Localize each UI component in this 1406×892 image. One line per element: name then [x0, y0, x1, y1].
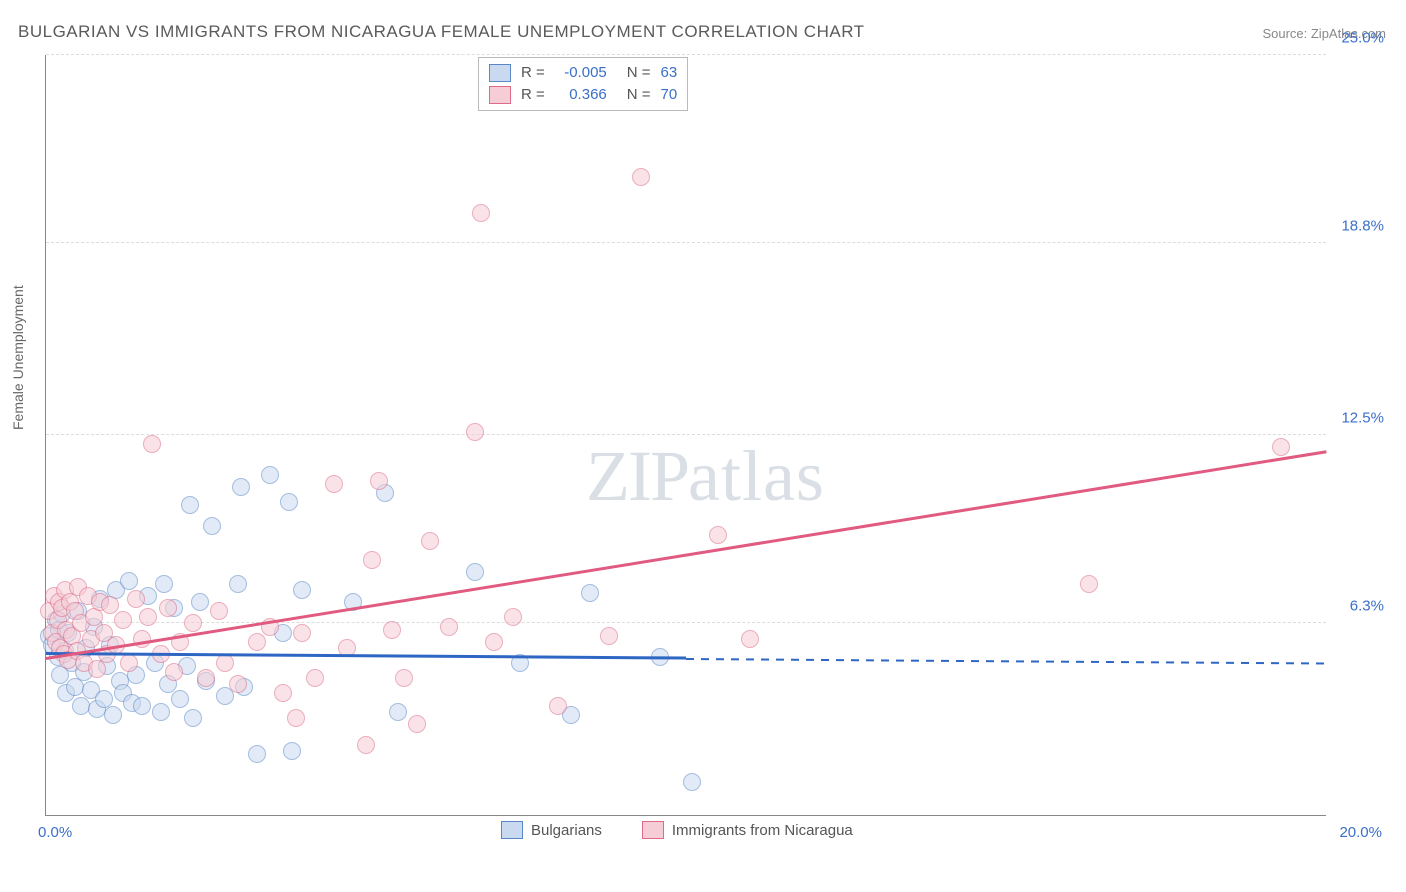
watermark: ZIPatlas: [586, 435, 825, 518]
r-label: R =: [521, 84, 545, 106]
legend-swatch: [489, 86, 511, 104]
correlation-legend: R = -0.005 N = 63 R = 0.366 N = 70: [478, 57, 688, 111]
legend-row: R = -0.005 N = 63: [489, 62, 677, 84]
data-point: [440, 618, 458, 636]
data-point: [383, 621, 401, 639]
data-point: [104, 706, 122, 724]
data-point: [389, 703, 407, 721]
data-point: [395, 669, 413, 687]
data-point: [283, 742, 301, 760]
data-point: [357, 736, 375, 754]
data-point: [88, 660, 106, 678]
n-label: N =: [627, 84, 651, 106]
data-point: [171, 690, 189, 708]
n-value: 63: [661, 62, 678, 84]
data-point: [1272, 438, 1290, 456]
gridline: [46, 242, 1326, 243]
plot-area: ZIPatlas 6.3%12.5%18.8%25.0%0.0%20.0%R =…: [45, 55, 1326, 816]
data-point: [232, 478, 250, 496]
data-point: [197, 669, 215, 687]
data-point: [293, 581, 311, 599]
y-tick-label: 6.3%: [1350, 598, 1384, 615]
data-point: [1080, 575, 1098, 593]
legend-swatch: [501, 821, 523, 839]
data-point: [683, 773, 701, 791]
data-point: [184, 614, 202, 632]
y-tick-label: 18.8%: [1341, 218, 1384, 235]
data-point: [181, 496, 199, 514]
data-point: [101, 596, 119, 614]
data-point: [248, 745, 266, 763]
x-tick-label: 0.0%: [38, 824, 72, 841]
legend-item: Bulgarians: [501, 821, 602, 839]
series-legend: Bulgarians Immigrants from Nicaragua: [501, 821, 853, 839]
data-point: [709, 526, 727, 544]
r-value: 0.366: [555, 84, 607, 106]
x-tick-label: 20.0%: [1339, 824, 1382, 841]
data-point: [306, 669, 324, 687]
data-point: [293, 624, 311, 642]
y-tick-label: 12.5%: [1341, 410, 1384, 427]
data-point: [280, 493, 298, 511]
data-point: [114, 611, 132, 629]
data-point: [466, 563, 484, 581]
data-point: [421, 532, 439, 550]
r-value: -0.005: [555, 62, 607, 84]
data-point: [741, 630, 759, 648]
data-point: [229, 575, 247, 593]
data-point: [127, 590, 145, 608]
data-point: [581, 584, 599, 602]
gridline: [46, 54, 1326, 55]
data-point: [139, 608, 157, 626]
data-point: [504, 608, 522, 626]
chart-title: BULGARIAN VS IMMIGRANTS FROM NICARAGUA F…: [18, 22, 865, 42]
data-point: [261, 466, 279, 484]
data-point: [363, 551, 381, 569]
gridline: [46, 622, 1326, 623]
r-label: R =: [521, 62, 545, 84]
data-point: [216, 654, 234, 672]
gridline: [46, 434, 1326, 435]
data-point: [203, 517, 221, 535]
data-point: [143, 435, 161, 453]
data-point: [408, 715, 426, 733]
data-point: [120, 572, 138, 590]
legend-row: R = 0.366 N = 70: [489, 84, 677, 106]
legend-item: Immigrants from Nicaragua: [642, 821, 853, 839]
data-point: [165, 663, 183, 681]
data-point: [466, 423, 484, 441]
data-point: [133, 697, 151, 715]
data-point: [370, 472, 388, 490]
data-point: [287, 709, 305, 727]
data-point: [274, 684, 292, 702]
data-point: [248, 633, 266, 651]
trend-line: [686, 658, 1326, 665]
legend-swatch: [642, 821, 664, 839]
data-point: [549, 697, 567, 715]
correlation-chart: ZIPatlas 6.3%12.5%18.8%25.0%0.0%20.0%R =…: [45, 55, 1345, 835]
data-point: [472, 204, 490, 222]
data-point: [210, 602, 228, 620]
data-point: [120, 654, 138, 672]
trend-line: [46, 652, 686, 660]
data-point: [155, 575, 173, 593]
legend-label: Bulgarians: [531, 822, 602, 839]
y-axis-label: Female Unemployment: [10, 285, 26, 430]
n-value: 70: [661, 84, 678, 106]
data-point: [159, 599, 177, 617]
y-tick-label: 25.0%: [1341, 30, 1384, 47]
watermark-zip: ZIP: [586, 436, 688, 516]
legend-swatch: [489, 64, 511, 82]
data-point: [600, 627, 618, 645]
data-point: [229, 675, 247, 693]
data-point: [191, 593, 209, 611]
n-label: N =: [627, 62, 651, 84]
data-point: [152, 703, 170, 721]
data-point: [325, 475, 343, 493]
watermark-atlas: atlas: [688, 436, 825, 516]
data-point: [184, 709, 202, 727]
data-point: [632, 168, 650, 186]
data-point: [485, 633, 503, 651]
legend-label: Immigrants from Nicaragua: [672, 822, 853, 839]
